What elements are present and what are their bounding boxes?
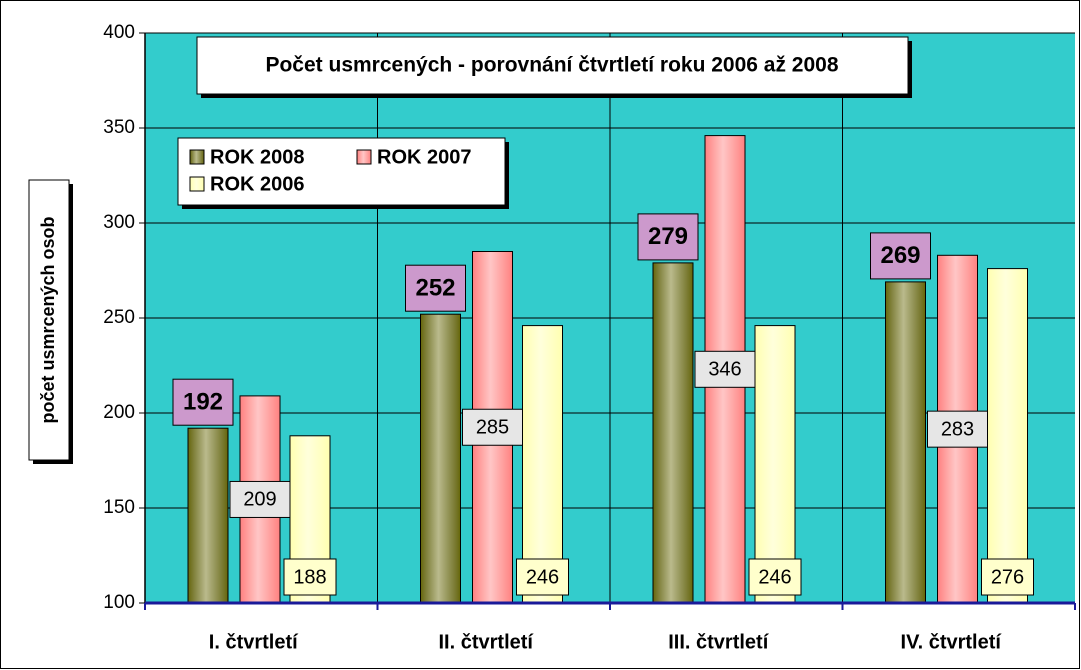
y-tick-label: 250 bbox=[103, 307, 135, 328]
x-tick-label: I. čtvrtletí bbox=[209, 631, 299, 653]
legend-label: ROK 2006 bbox=[210, 173, 305, 195]
legend-label: ROK 2008 bbox=[210, 146, 305, 168]
data-label: 269 bbox=[880, 242, 920, 269]
data-label: 246 bbox=[758, 566, 791, 588]
data-label: 246 bbox=[526, 566, 559, 588]
data-label-box bbox=[748, 558, 802, 596]
bar bbox=[987, 268, 1028, 604]
data-label: 276 bbox=[991, 566, 1024, 588]
data-label: 346 bbox=[708, 359, 741, 381]
y-tick-label: 300 bbox=[103, 212, 135, 233]
data-label-box bbox=[172, 378, 234, 426]
data-label-box bbox=[694, 350, 756, 388]
legend-swatch bbox=[189, 176, 205, 192]
data-label: 285 bbox=[476, 417, 509, 439]
legend-swatch bbox=[356, 149, 372, 165]
data-label: 279 bbox=[648, 223, 688, 250]
x-tick-label: II. čtvrtletí bbox=[439, 631, 535, 653]
legend-label: ROK 2007 bbox=[377, 146, 472, 168]
legend-swatch bbox=[189, 149, 205, 165]
x-tick-label: IV. čtvrtletí bbox=[901, 631, 1003, 653]
y-tick-label: 400 bbox=[103, 22, 135, 43]
x-tick-label: III. čtvrtletí bbox=[668, 631, 769, 653]
data-label-box bbox=[637, 213, 699, 261]
data-label-box bbox=[870, 232, 931, 280]
y-tick-label: 350 bbox=[103, 117, 135, 138]
data-label-box bbox=[283, 558, 337, 596]
data-label-box bbox=[229, 480, 291, 518]
data-label-box bbox=[516, 558, 569, 596]
data-label-box bbox=[981, 558, 1034, 596]
y-label-box bbox=[28, 179, 70, 461]
data-label: 252 bbox=[415, 275, 455, 302]
data-label-box bbox=[462, 408, 523, 446]
data-label-box bbox=[927, 410, 988, 448]
title-box bbox=[196, 36, 909, 95]
legend-box bbox=[177, 137, 506, 206]
bar bbox=[420, 313, 461, 604]
y-axis-label: počet usmrcených osob bbox=[38, 216, 58, 423]
bar bbox=[187, 427, 229, 604]
chart-title: Počet usmrcených - porovnání čtvrtletí r… bbox=[265, 54, 838, 77]
bar bbox=[885, 281, 926, 604]
data-label: 192 bbox=[183, 389, 223, 416]
bar bbox=[652, 262, 694, 604]
y-tick-label: 100 bbox=[103, 592, 135, 613]
data-label: 209 bbox=[243, 489, 276, 511]
bar bbox=[754, 325, 796, 604]
data-label: 283 bbox=[941, 418, 974, 440]
y-tick-label: 150 bbox=[103, 497, 135, 518]
y-tick-label: 200 bbox=[103, 402, 135, 423]
data-label-box bbox=[405, 264, 466, 312]
data-label: 188 bbox=[293, 566, 326, 588]
